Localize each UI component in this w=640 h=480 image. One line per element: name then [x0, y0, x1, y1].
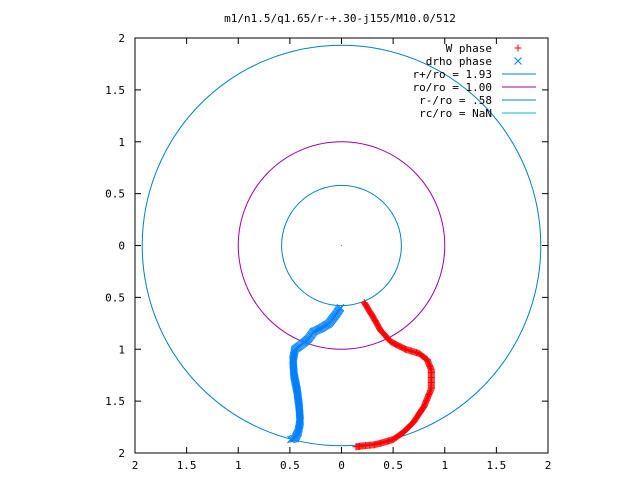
- circle-1: [237, 141, 446, 350]
- y-tick-label: 0: [118, 240, 125, 253]
- data-point: [287, 435, 295, 444]
- x-tick-label: 2: [545, 459, 552, 472]
- legend-marker: [514, 57, 522, 65]
- legend-label: W phase: [446, 42, 492, 55]
- x-tick-label: 0: [338, 459, 345, 472]
- data-point: [352, 443, 360, 451]
- legend-marker: [514, 44, 522, 52]
- y-tick-label: 1: [118, 136, 125, 149]
- circle-2: [281, 184, 402, 307]
- legend-label: drho phase: [426, 55, 492, 68]
- series-layer: [287, 299, 435, 451]
- y-tick-label: 0.5: [105, 291, 125, 304]
- x-tick-label: 0.5: [383, 459, 403, 472]
- x-tick-label: 1: [441, 459, 448, 472]
- legend-label: r-/ro = .58: [419, 94, 492, 107]
- chart-title: m1/n1.5/q1.65/r-+.30-j155/M10.0/512: [224, 12, 456, 25]
- y-tick-label: 2: [118, 447, 125, 460]
- center-dot: [341, 245, 342, 246]
- circle-0: [141, 44, 542, 447]
- x-tick-label: 0.5: [280, 459, 300, 472]
- series-1: [287, 303, 345, 444]
- y-tick-label: 1.5: [105, 395, 125, 408]
- x-tick-label: 1.5: [486, 459, 506, 472]
- x-tick-label: 1: [235, 459, 242, 472]
- legend-label: r+/ro = 1.93: [413, 68, 492, 81]
- data-point: [289, 434, 298, 443]
- series-0: [352, 299, 435, 451]
- x-tick-label: 2: [132, 459, 139, 472]
- circles-layer: [141, 44, 542, 447]
- y-tick-label: 1: [118, 343, 125, 356]
- y-tick-label: 1.5: [105, 84, 125, 97]
- y-tick-label: 0.5: [105, 188, 125, 201]
- x-tick-label: 1.5: [177, 459, 197, 472]
- legend-label: ro/ro = 1.00: [413, 81, 492, 94]
- legend-label: rc/ro = NaN: [419, 107, 492, 120]
- ticks-layer: 2 1.5 1 0.5 0 0.5 1 1.5 221.510.500.511.52: [105, 32, 551, 472]
- y-tick-label: 2: [118, 32, 125, 45]
- data-point: [288, 435, 297, 444]
